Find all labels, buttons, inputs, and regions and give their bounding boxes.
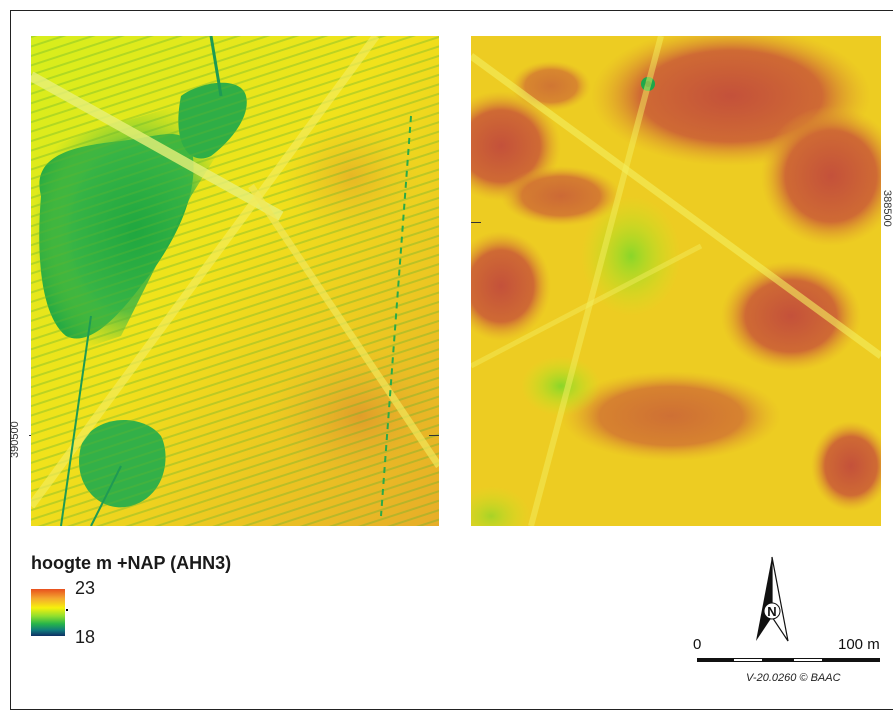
elevation-map-right xyxy=(471,36,881,526)
north-arrow-icon: N xyxy=(756,556,789,642)
scale-label-zero: 0 xyxy=(693,636,702,653)
legend-color-ramp xyxy=(31,589,65,636)
elevation-map-left xyxy=(31,36,439,526)
scale-bar xyxy=(697,658,880,662)
legend-min-value: 18 xyxy=(75,627,96,647)
legend-title: hoogte m +NAP (AHN3) xyxy=(31,553,232,573)
north-letter: N xyxy=(767,604,776,619)
credit-label: V-20.0260 © BAAC xyxy=(746,672,841,684)
elevation-raster-right xyxy=(471,36,881,526)
legend-max-value: 23 xyxy=(75,578,96,598)
legend-marker xyxy=(66,609,68,611)
coord-tick-right xyxy=(471,222,481,223)
scale-seg xyxy=(733,658,763,662)
scale-seg xyxy=(697,658,733,662)
coordinate-label-left: 390500 xyxy=(9,421,21,458)
elevation-raster-left xyxy=(31,36,439,526)
coord-tick-left-right-edge xyxy=(429,435,439,436)
scale-seg xyxy=(823,658,880,662)
scale-label-end: 100 m xyxy=(838,636,880,653)
scale-seg xyxy=(763,658,793,662)
coord-tick-left xyxy=(29,435,31,436)
scale-seg xyxy=(793,658,823,662)
coordinate-label-right: 388500 xyxy=(881,190,893,227)
